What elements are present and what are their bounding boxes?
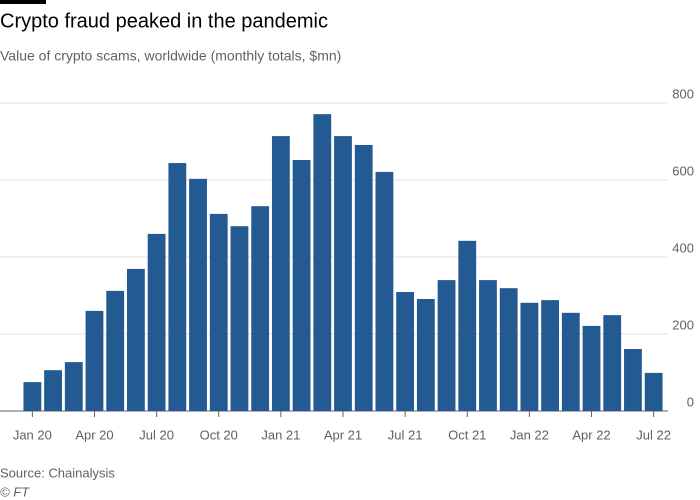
bar xyxy=(375,171,394,411)
x-tick-label: Jan 21 xyxy=(261,427,300,442)
y-tick-label: 0 xyxy=(687,394,694,409)
x-tick-label: Apr 21 xyxy=(324,427,362,442)
bar xyxy=(499,288,518,411)
bar xyxy=(271,136,290,412)
bar xyxy=(209,213,228,411)
bar xyxy=(230,226,249,411)
x-tick-label: Apr 22 xyxy=(572,427,610,442)
bar xyxy=(416,298,435,411)
bar xyxy=(44,370,62,411)
credit: © FT xyxy=(0,484,30,499)
bar xyxy=(106,290,125,411)
x-tick-label: Jan 20 xyxy=(13,427,52,442)
y-tick-label: 400 xyxy=(672,240,694,255)
bar xyxy=(251,206,270,411)
y-tick-label: 200 xyxy=(672,317,694,332)
bar xyxy=(313,114,332,411)
bar xyxy=(582,325,601,411)
bar xyxy=(520,302,539,411)
bar xyxy=(603,315,622,411)
x-tick-label: Jul 22 xyxy=(636,427,671,442)
bar xyxy=(126,268,145,411)
y-tick-label: 800 xyxy=(672,86,694,101)
bar xyxy=(458,240,477,411)
x-tick-label: Apr 20 xyxy=(75,427,113,442)
chart-title: Crypto fraud peaked in the pandemic xyxy=(0,10,328,32)
bar xyxy=(189,178,207,411)
bar xyxy=(23,382,42,411)
x-tick-label: Oct 20 xyxy=(200,427,238,442)
bar xyxy=(624,349,642,411)
bar xyxy=(396,292,415,411)
bar xyxy=(147,233,166,411)
x-tick-label: Jan 22 xyxy=(510,427,549,442)
brand-bar xyxy=(0,0,46,4)
x-tick-label: Jul 20 xyxy=(139,427,174,442)
bar xyxy=(334,136,352,412)
x-tick-label: Jul 21 xyxy=(388,427,423,442)
bar xyxy=(541,300,560,411)
chart-subtitle: Value of crypto scams, worldwide (monthl… xyxy=(0,48,341,64)
bar xyxy=(437,280,456,411)
bar xyxy=(292,159,311,411)
bar xyxy=(168,163,187,411)
x-tick-label: Oct 21 xyxy=(448,427,486,442)
y-tick-label: 600 xyxy=(672,163,694,178)
bar xyxy=(479,280,497,411)
source: Source: Chainalysis xyxy=(0,465,115,480)
bar xyxy=(644,372,663,411)
bar xyxy=(85,310,104,411)
bar xyxy=(64,362,83,411)
bar xyxy=(354,144,373,411)
bar xyxy=(561,312,580,411)
